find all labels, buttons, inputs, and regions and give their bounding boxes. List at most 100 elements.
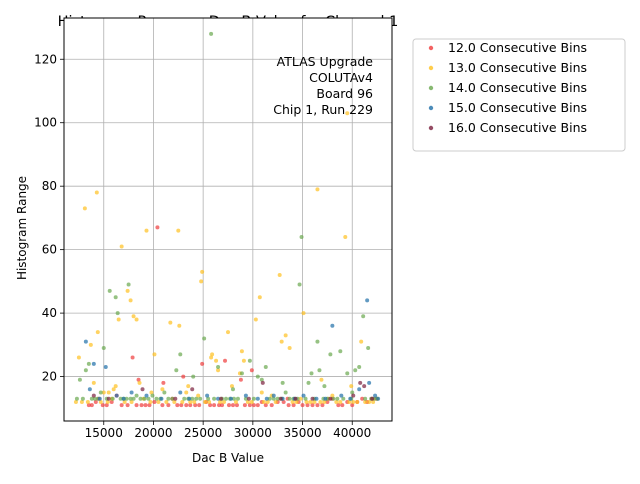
data-point	[91, 361, 96, 366]
data-point	[143, 403, 148, 408]
data-point	[347, 399, 352, 404]
data-point	[92, 396, 97, 401]
data-point	[234, 403, 239, 408]
data-point	[129, 390, 134, 395]
data-point	[367, 399, 372, 404]
legend-label: 12.0 Consecutive Bins	[448, 40, 587, 55]
x-tick-label: 30000	[234, 426, 272, 440]
data-point	[172, 399, 177, 404]
data-point	[106, 390, 111, 395]
data-point	[286, 403, 291, 408]
data-point	[315, 403, 320, 408]
data-point	[147, 403, 152, 408]
data-point	[300, 403, 305, 408]
data-point	[160, 403, 165, 408]
data-point	[212, 403, 217, 408]
data-point	[124, 396, 129, 401]
data-point	[265, 399, 270, 404]
data-point	[114, 393, 119, 398]
data-point	[94, 190, 99, 195]
data-point	[170, 396, 175, 401]
data-point	[363, 399, 368, 404]
data-point	[228, 396, 233, 401]
legend-marker	[428, 85, 434, 91]
data-point	[89, 396, 94, 401]
data-point	[353, 368, 358, 373]
data-point	[338, 349, 343, 354]
data-point	[345, 371, 350, 376]
data-point	[325, 399, 330, 404]
legend-entries: 12.0 Consecutive Bins 13.0 Consecutive Bi…	[428, 40, 587, 135]
data-point	[164, 399, 169, 404]
data-point	[243, 396, 248, 401]
data-point	[115, 311, 120, 316]
grid	[64, 18, 392, 421]
data-point	[178, 352, 183, 357]
data-point	[210, 352, 215, 357]
data-point	[83, 368, 88, 373]
data-point	[255, 403, 260, 408]
data-point	[188, 399, 193, 404]
legend-marker	[428, 45, 434, 51]
data-point	[259, 377, 264, 382]
data-point	[310, 403, 315, 408]
data-point	[130, 355, 135, 360]
data-point	[343, 234, 348, 239]
data-point	[216, 365, 221, 370]
data-point	[226, 330, 230, 335]
data-point	[162, 390, 167, 395]
data-point	[267, 396, 272, 401]
data-point	[338, 399, 343, 404]
data-point	[106, 396, 111, 401]
data-point	[190, 396, 195, 401]
data-point	[109, 399, 114, 404]
data-point	[206, 396, 211, 401]
data-point	[312, 399, 317, 404]
data-point	[77, 377, 82, 382]
data-point	[317, 368, 322, 373]
data-point	[239, 371, 244, 376]
data-point	[119, 403, 124, 408]
data-point	[341, 396, 346, 401]
data-point	[249, 399, 254, 404]
data-point	[100, 403, 105, 408]
x-tick-label: 35000	[283, 426, 321, 440]
annotation-line: Chip 1, Run 229	[273, 102, 373, 117]
data-point	[309, 371, 314, 376]
data-point	[315, 187, 320, 192]
data-point	[253, 317, 258, 322]
data-point	[97, 396, 102, 401]
data-point	[220, 403, 225, 408]
data-point	[349, 384, 354, 389]
legend-box	[412, 38, 626, 152]
x-tick-label: 20000	[134, 426, 172, 440]
data-point	[202, 336, 207, 341]
y-axis-ticks: 20 40 60 80 100 120	[34, 52, 64, 384]
data-point	[251, 396, 256, 401]
data-point	[203, 399, 208, 404]
data-point	[304, 399, 309, 404]
data-point	[261, 399, 266, 404]
data-point	[95, 330, 100, 335]
data-point	[370, 396, 375, 401]
data-point	[298, 396, 303, 401]
data-point	[138, 396, 143, 401]
data-point	[146, 396, 151, 401]
data-point	[278, 396, 283, 401]
data-point	[247, 358, 252, 363]
data-point	[144, 393, 149, 398]
data-point	[226, 403, 231, 408]
data-point	[376, 396, 381, 401]
data-point	[328, 396, 333, 401]
data-point	[330, 323, 335, 328]
data-point	[350, 390, 355, 395]
data-point	[198, 396, 203, 401]
data-point	[299, 234, 304, 239]
data-point	[187, 396, 192, 401]
data-point	[247, 403, 252, 408]
data-points	[73, 31, 381, 408]
data-point	[116, 317, 121, 322]
legend-marker	[428, 65, 434, 71]
data-point	[301, 393, 306, 398]
data-point	[255, 374, 260, 379]
